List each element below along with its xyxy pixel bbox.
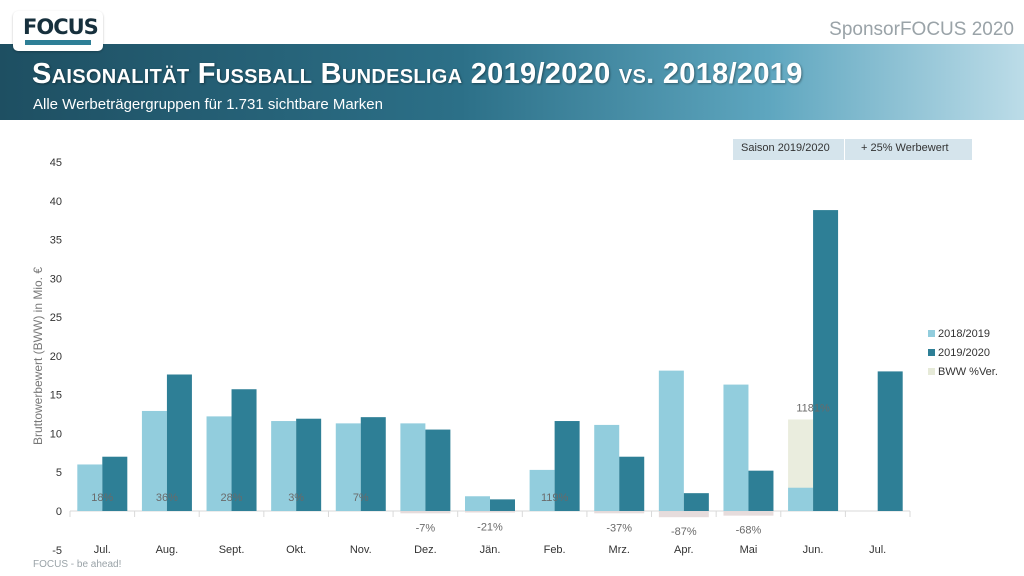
bar-2018-2019 [594,424,620,511]
bar-2019-2020 [683,493,709,511]
x-tick-label: Jun. [803,544,824,556]
bar-2019-2020 [166,374,192,511]
logo-bar [25,40,91,45]
legend-label: 2019/2020 [938,347,990,359]
page-subtitle: Alle Werbeträgergruppen für 1.731 sichtb… [33,96,383,113]
legend-swatch [928,349,935,356]
season-label: Saison 2019/2020 [741,142,830,154]
bar-2019-2020 [231,389,257,511]
pct-change-label: -21% [477,522,503,534]
x-tick-label: Aug. [156,544,179,556]
bar-2018-2019 [723,384,749,511]
focus-logo: FOCUS [13,11,103,51]
bar-2019-2020 [296,418,322,511]
x-tick-label: Mrz. [609,544,630,556]
pct-change-label: 119% [541,492,569,504]
logo-text: FOCUS [23,15,99,39]
legend-swatch [928,330,935,337]
y-axis-label: Bruttowerbewert (BWW) in Mio. € [31,267,45,445]
bar-2019-2020 [813,210,839,511]
bar-2019-2020 [425,429,451,511]
pct-change-bar [465,511,515,513]
pct-change-label: 18% [91,492,113,504]
bar-2018-2019 [529,469,555,511]
bar-2019-2020 [554,421,580,511]
bar-2018-2019 [77,464,103,511]
pct-change-bar [723,511,774,516]
pct-change-bar [594,511,645,514]
y-tick-label: 10 [50,428,62,440]
page-title: Saisonalität Fussball Bundesliga 2019/20… [32,58,803,90]
bar-2018-2019 [658,370,684,511]
bar-2019-2020 [748,470,774,511]
season-divider [844,139,845,160]
legend-swatch [928,368,935,375]
x-tick-label: Sept. [219,544,245,556]
y-tick-label: 20 [50,351,62,363]
bar-2018-2019 [206,416,232,511]
bar-2018-2019 [335,423,361,511]
pct-change-label: -87% [671,526,697,538]
pct-change-label: 1181% [796,402,830,414]
pct-change-label: -68% [736,525,762,537]
chart-bars [77,210,903,518]
bar-2019-2020 [877,371,903,511]
bar-2019-2020 [360,417,386,511]
bar-2019-2020 [619,456,645,511]
bar-2018-2019 [465,496,490,511]
bar-2019-2020 [102,456,128,511]
y-tick-label: 40 [50,196,62,208]
y-tick-label: 45 [50,157,62,169]
bar-2018-2019 [271,421,297,511]
pct-change-label: 7% [353,492,369,504]
y-tick-label: 35 [50,235,62,247]
pct-change-label: 28% [221,492,243,504]
x-tick-label: Feb. [544,544,566,556]
bar-2019-2020 [490,499,515,511]
y-tick-label: 25 [50,312,62,324]
bar-2018-2019 [788,487,814,511]
title-banner [0,44,1024,120]
y-tick-label: 15 [50,390,62,402]
legend-label: BWW %Ver. [938,366,998,378]
x-tick-label: Jul. [94,544,111,556]
pct-change-label: 3% [288,492,304,504]
y-tick-label: 5 [56,467,62,479]
chart-labels: -5 0 5 10 15 20 25 30 35 40 45 Jul. 18% Aug. 36% Sept. 2… [50,157,887,557]
x-tick-label: Dez. [414,544,437,556]
pct-change-bar [400,511,451,514]
x-tick-label: Jul. [869,544,886,556]
x-tick-label: Nov. [350,544,372,556]
y-tick-label: 30 [50,273,62,285]
season-info-box: Saison 2019/2020 + 25% Werbewert [733,139,972,160]
x-tick-label: Mai [740,544,758,556]
pct-change-bar [658,511,709,518]
y-tick-label: 0 [56,506,62,518]
x-tick-label: Apr. [674,544,694,556]
pct-change-label: 36% [156,492,178,504]
legend-label: 2018/2019 [938,328,990,340]
pct-change-label: -7% [416,522,436,534]
footer-slogan: FOCUS - be ahead! [33,559,122,570]
bar-2018-2019 [400,423,426,511]
chart-legend: 2018/2019 2019/2020 BWW %Ver. [928,328,998,378]
bar-2018-2019 [141,410,167,511]
brand-label: SponsorFOCUS 2020 [829,19,1014,40]
pct-change-label: -37% [606,522,632,534]
x-tick-label: Jän. [480,544,501,556]
season-growth-label: + 25% Werbewert [861,142,949,154]
x-tick-label: Okt. [286,544,306,556]
y-tick-label: -5 [52,545,62,557]
